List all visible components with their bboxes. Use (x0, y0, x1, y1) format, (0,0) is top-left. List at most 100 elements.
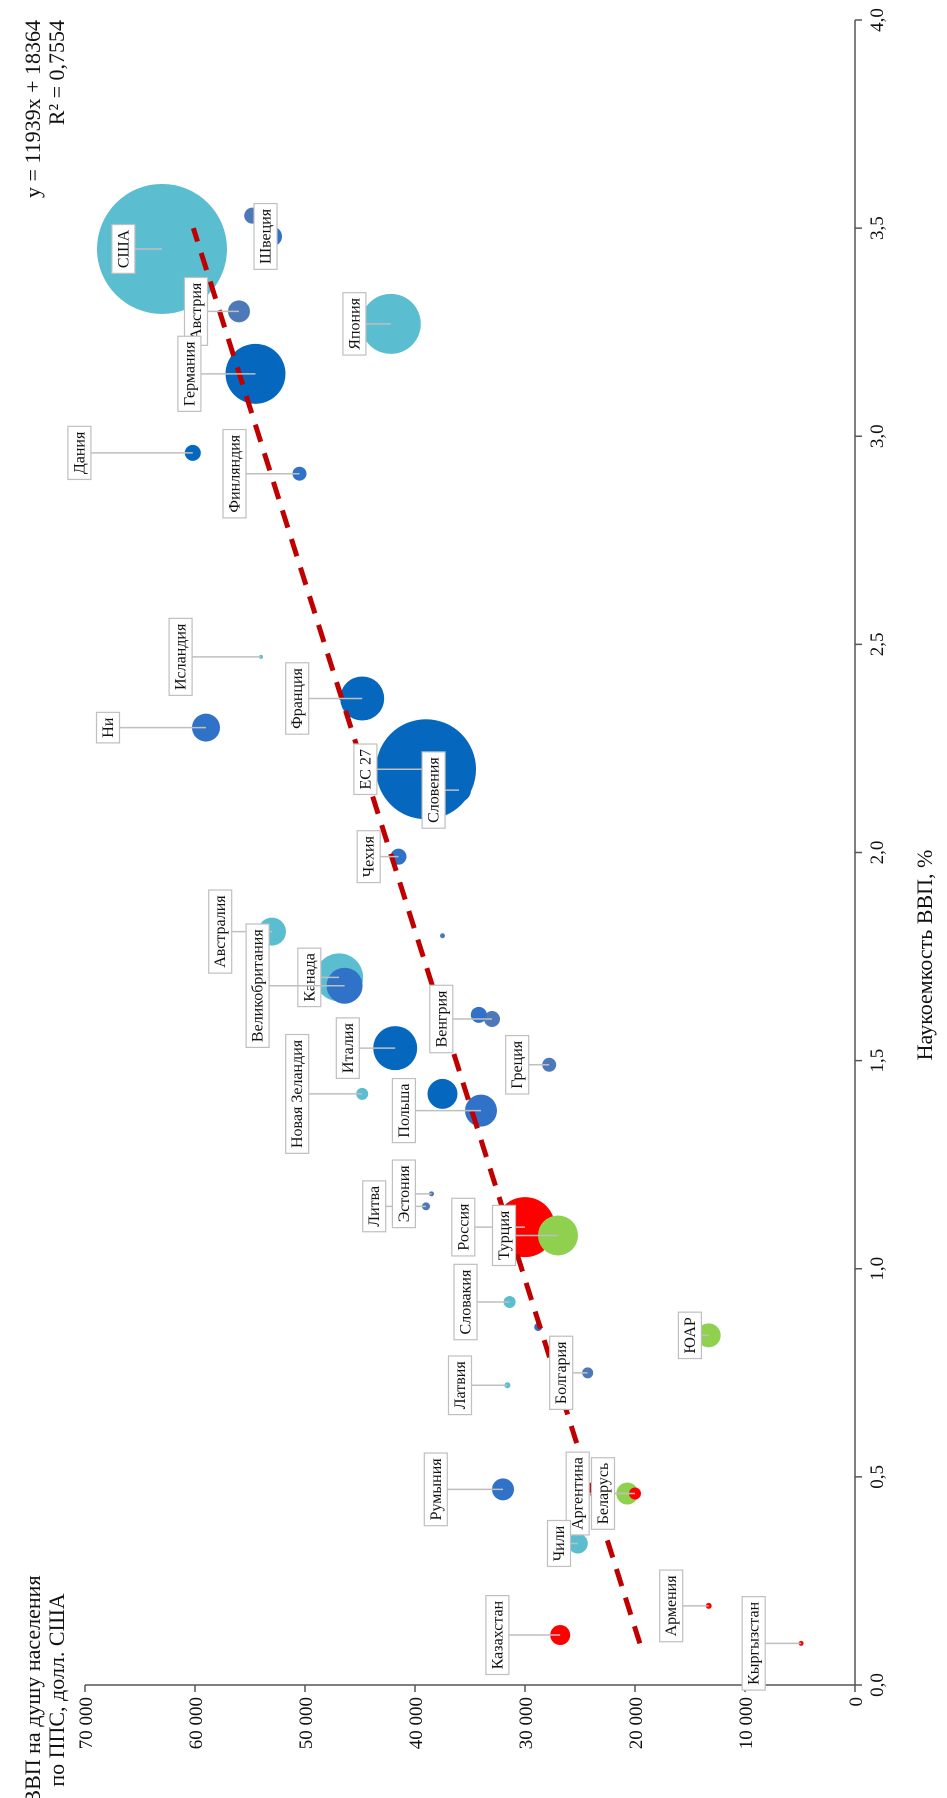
data-label-text: Дания (71, 431, 88, 474)
x-tick-label: 1,5 (867, 1049, 888, 1073)
data-label-text: Венгрия (433, 990, 450, 1047)
data-label-box (659, 1569, 684, 1643)
x-tick-label: 3,5 (867, 216, 888, 240)
data-label-text: Эстония (396, 1165, 413, 1223)
data-label: Беларусь (590, 1457, 635, 1530)
data-label-box (285, 1033, 310, 1154)
data-label-text: Канада (301, 953, 318, 1001)
data-label-box (677, 1311, 703, 1360)
x-axis-title: Наукоемкость ВВП, % (912, 850, 937, 1061)
x-tick-label: 3,0 (867, 424, 888, 448)
data-label-text: ЮАР (682, 1317, 699, 1353)
data-label: Кыргызстан (741, 1596, 802, 1691)
data-label-text: Греция (509, 1040, 526, 1088)
data-label-box (335, 1017, 360, 1080)
x-tick-label: 4,0 (867, 8, 888, 32)
data-label-box (168, 617, 193, 696)
data-label: Франция (285, 662, 363, 735)
data-label: Казахстан (485, 1594, 561, 1676)
data-label-box (356, 830, 381, 884)
data-label-text: Польша (396, 1084, 413, 1138)
r-squared: R² = 0,7554 (44, 20, 69, 125)
data-label-box (253, 202, 278, 270)
data-label-text: Словакия (458, 1269, 475, 1334)
data-label-box (208, 889, 233, 974)
data-label: Япония (342, 292, 391, 356)
data-label-box (285, 662, 310, 735)
x-tick-label: 2,5 (867, 633, 888, 657)
data-label: Эстония (391, 1159, 432, 1229)
data-label-box (590, 1457, 616, 1530)
data-label: Швеция (253, 202, 278, 270)
data-label-text: Япония (346, 297, 363, 349)
data-label-box (505, 1034, 530, 1095)
bubble (470, 1006, 487, 1023)
data-label-box (423, 1452, 448, 1527)
data-label-box (565, 1451, 590, 1536)
data-label-box (222, 428, 247, 519)
data-label-text: Германия (181, 341, 198, 406)
bubble (427, 1078, 458, 1109)
trendline-equation: y = 11939x + 18364 (20, 20, 45, 198)
data-label: Ни (95, 711, 206, 744)
data-label-box (549, 1335, 574, 1411)
data-label: Исландия (168, 617, 261, 696)
data-label-box (451, 1197, 476, 1257)
data-label-text: Россия (455, 1203, 472, 1251)
data-label-text: Австрия (188, 282, 205, 340)
data-label-text: Швеция (258, 208, 275, 264)
data-label: Чили (546, 1519, 578, 1568)
data-label-box (362, 1180, 387, 1233)
data-label: Великобритания (245, 923, 345, 1048)
bubble (440, 933, 445, 939)
data-label-text: Латвия (452, 1361, 469, 1410)
data-label-text: Франция (289, 667, 306, 728)
data-label-box (342, 292, 367, 356)
data-label-box (67, 425, 92, 481)
data-label-text: Армения (663, 1575, 680, 1637)
data-label-box (111, 223, 136, 274)
data-label-text: Новая Зеландия (289, 1039, 306, 1148)
data-label-text: Великобритания (250, 929, 267, 1042)
data-label-text: Италия (340, 1023, 357, 1074)
y-tick-label: 10 000 (736, 1697, 757, 1749)
data-label: США (111, 223, 162, 274)
data-label-box (546, 1519, 572, 1568)
data-label-box (491, 1204, 517, 1267)
data-label-box (447, 1355, 473, 1416)
y-axis-title-line1: ВВП на душу населения (20, 1575, 45, 1798)
x-tick-label: 0,5 (867, 1465, 888, 1489)
data-label-text: Кыргызстан (746, 1601, 763, 1684)
data-label-text: США (115, 229, 132, 268)
y-axis-title-line2: по ППС, долл. США (44, 1593, 69, 1786)
y-tick-label: 0 (846, 1697, 867, 1707)
data-label-text: Финляндия (227, 434, 244, 512)
data-label-box (391, 1159, 416, 1229)
data-label: Словения (421, 751, 459, 829)
bubbles (97, 183, 804, 1646)
data-label-text: Беларусь (595, 1463, 612, 1525)
data-label-text: Чехия (361, 835, 378, 877)
data-label: Новая Зеландия (285, 1033, 363, 1154)
x-tick-label: 1,0 (867, 1257, 888, 1281)
y-tick-label: 40 000 (406, 1697, 427, 1749)
data-label-text: Аргентина (570, 1457, 587, 1530)
data-label: Греция (505, 1034, 550, 1095)
data-label-box (485, 1594, 510, 1676)
data-label-text: Ни (100, 717, 117, 738)
data-label: Болгария (549, 1335, 588, 1411)
data-label-box (245, 923, 270, 1048)
data-label: Дания (67, 425, 193, 481)
x-tick-label: 0,0 (867, 1673, 888, 1697)
data-label-box (95, 711, 121, 744)
data-label: ЮАР (677, 1311, 709, 1360)
data-label-box (421, 751, 446, 829)
data-label-text: Казахстан (489, 1600, 506, 1669)
y-tick-label: 20 000 (626, 1697, 647, 1749)
titles: ВВП на душу населения по ППС, долл. США … (20, 20, 937, 1798)
data-label: Латвия (447, 1355, 508, 1416)
data-label: ЕС 27 (353, 743, 426, 796)
data-label-box (453, 1263, 478, 1341)
